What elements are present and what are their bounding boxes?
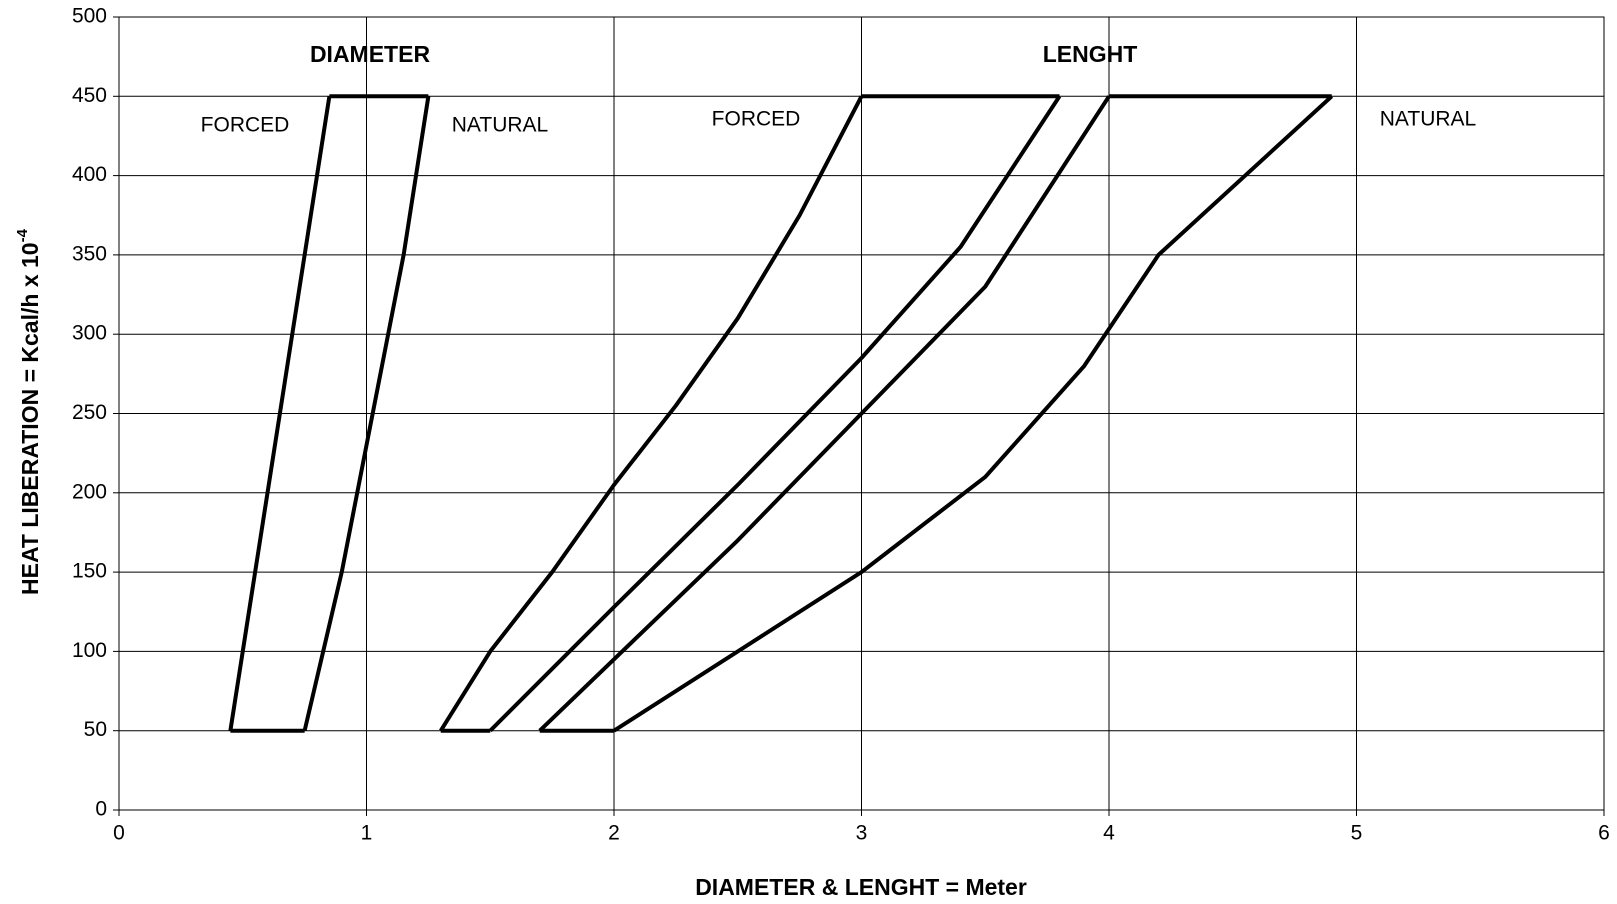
y-tick-label: 300 bbox=[72, 322, 107, 345]
series-line bbox=[538, 95, 1111, 733]
y-tick-label: 400 bbox=[72, 163, 107, 186]
annotation: FORCED bbox=[712, 108, 801, 131]
plot-frame bbox=[118, 16, 1605, 811]
y-axis-title: HEAT LIBERATION = Kcal/h x 10-4 bbox=[14, 228, 43, 595]
y-tick-label: 450 bbox=[72, 84, 107, 107]
annotation: NATURAL bbox=[452, 114, 548, 137]
annotation: NATURAL bbox=[1380, 108, 1476, 131]
x-tick-label: 1 bbox=[361, 822, 373, 845]
series-line bbox=[612, 94, 1334, 733]
x-tick-label: 4 bbox=[1103, 822, 1115, 845]
y-tick-label: 350 bbox=[72, 242, 107, 265]
series-line bbox=[228, 95, 332, 732]
annotation: FORCED bbox=[201, 114, 290, 137]
x-tick-label: 5 bbox=[1351, 822, 1363, 845]
y-label-sup: -4 bbox=[14, 228, 31, 242]
y-axis-label: HEAT LIBERATION = Kcal/h x 10-4 bbox=[14, 228, 43, 595]
y-tick-label: 500 bbox=[72, 5, 107, 28]
series-line bbox=[302, 95, 431, 732]
annotation: DIAMETER bbox=[310, 41, 431, 67]
x-tick-label: 0 bbox=[113, 822, 125, 845]
x-axis-label: DIAMETER & LENGHT = Meter bbox=[695, 874, 1027, 900]
annotation: LENGHT bbox=[1043, 41, 1138, 67]
x-tick-label: 6 bbox=[1598, 822, 1610, 845]
series-line bbox=[488, 95, 1062, 733]
y-tick-label: 50 bbox=[84, 718, 107, 741]
x-tick-label: 3 bbox=[856, 822, 868, 845]
y-tick-label: 200 bbox=[72, 480, 107, 503]
y-tick-label: 100 bbox=[72, 639, 107, 662]
y-tick-label: 150 bbox=[72, 560, 107, 583]
y-tick-label: 0 bbox=[95, 798, 107, 821]
y-label-main: HEAT LIBERATION = Kcal/h x 10 bbox=[17, 242, 43, 595]
series-line bbox=[439, 95, 864, 732]
y-tick-label: 250 bbox=[72, 401, 107, 424]
x-tick-label: 2 bbox=[608, 822, 620, 845]
